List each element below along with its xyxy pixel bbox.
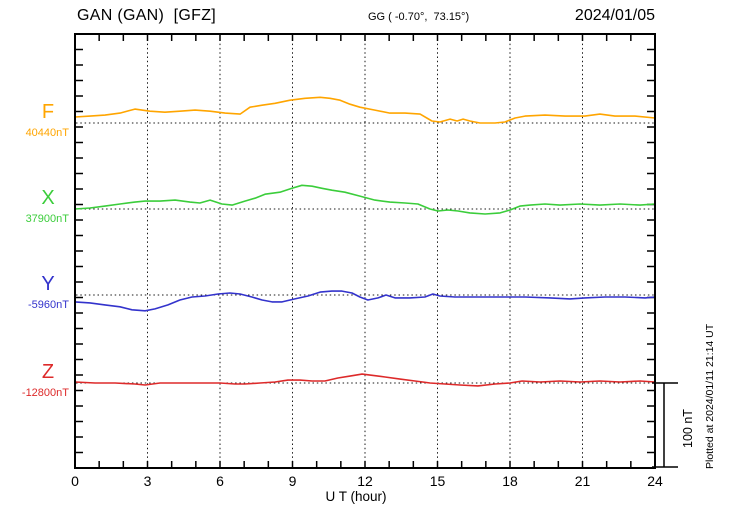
series-baseline-value-Z: -12800nT <box>21 387 69 399</box>
x-axis-title: U T (hour) <box>325 489 387 504</box>
x-tick-label-3: 3 <box>143 473 152 489</box>
plot-date: 2024/01/05 <box>574 7 655 24</box>
x-tick-label-0: 0 <box>71 473 79 489</box>
data-traces <box>74 96 656 387</box>
series-letter-Z: Z <box>41 361 55 383</box>
x-tick-label-24: 24 <box>647 473 663 489</box>
series-letter-F: F <box>41 101 55 123</box>
gridlines <box>147 35 583 467</box>
series-baseline-value-Y: -5960nT <box>28 299 69 311</box>
series-baseline-value-F: 40440nT <box>25 127 69 139</box>
trace-Y <box>74 290 656 312</box>
x-tick-label-12: 12 <box>357 473 373 489</box>
geographic-coordinates: GG ( -0.70°, 73.15°) <box>368 11 470 23</box>
station-title: GAN (GAN) [GFZ] <box>77 7 217 24</box>
series-letter-X: X <box>41 187 55 209</box>
trace-Z <box>74 373 656 387</box>
plotted-at-note: Plotted at 2024/01/11 21:14 UT <box>704 323 716 469</box>
axis-ticks <box>76 35 654 467</box>
plot-frame <box>74 33 656 469</box>
series-letter-Y: Y <box>41 273 55 295</box>
scale-bar-label: 100 nT <box>681 409 695 448</box>
x-tick-label-6: 6 <box>216 473 224 489</box>
x-tick-label-18: 18 <box>502 473 518 489</box>
trace-baselines <box>76 122 654 384</box>
x-tick-label-15: 15 <box>429 473 446 489</box>
scale-bar <box>652 382 678 468</box>
trace-X <box>74 184 656 215</box>
series-baseline-value-X: 37900nT <box>25 213 69 225</box>
x-tick-label-9: 9 <box>288 473 297 489</box>
trace-F <box>74 96 656 124</box>
x-tick-label-21: 21 <box>574 473 591 489</box>
